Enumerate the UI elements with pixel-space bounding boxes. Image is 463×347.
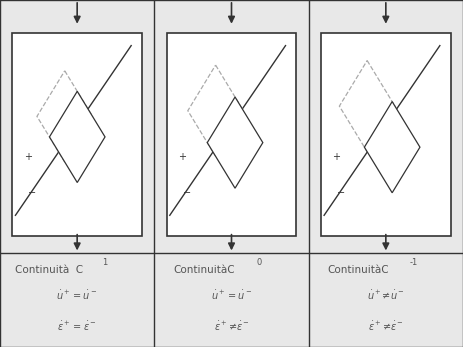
Text: $\dot{u}^+ = \dot{u}^-$: $\dot{u}^+ = \dot{u}^-$ [56,289,98,302]
Text: −: − [183,187,191,197]
Text: 1: 1 [102,258,107,267]
Polygon shape [37,71,93,162]
Text: $\dot{u}^+ ≠ \dot{u}^-$: $\dot{u}^+ ≠ \dot{u}^-$ [367,289,405,302]
Text: +: + [24,152,32,162]
Text: -1: -1 [409,258,418,267]
Text: +: + [178,152,186,162]
Text: ContinuitàC: ContinuitàC [173,265,235,275]
Polygon shape [339,60,395,152]
Bar [321,33,450,236]
Text: $\dot{\varepsilon}^+ ≠ \dot{\varepsilon}^-$: $\dot{\varepsilon}^+ ≠ \dot{\varepsilon}… [368,320,404,333]
Text: −: − [337,187,345,197]
Bar [13,33,142,236]
Polygon shape [50,91,105,183]
Text: +: + [332,152,340,162]
Text: ContinuitàC: ContinuitàC [327,265,389,275]
Text: −: − [28,187,37,197]
Text: 0: 0 [257,258,262,267]
Text: $\dot{u}^+ = \dot{u}^-$: $\dot{u}^+ = \dot{u}^-$ [211,289,252,302]
Bar [167,33,296,236]
Text: $\dot{\varepsilon}^+ ≠ \dot{\varepsilon}^-$: $\dot{\varepsilon}^+ ≠ \dot{\varepsilon}… [213,320,250,333]
Polygon shape [364,102,420,193]
Polygon shape [188,65,244,156]
Text: $\dot{\varepsilon}^+ = \dot{\varepsilon}^-$: $\dot{\varepsilon}^+ = \dot{\varepsilon}… [57,320,97,333]
Text: Continuità  C: Continuità C [15,265,83,275]
Polygon shape [207,97,263,188]
